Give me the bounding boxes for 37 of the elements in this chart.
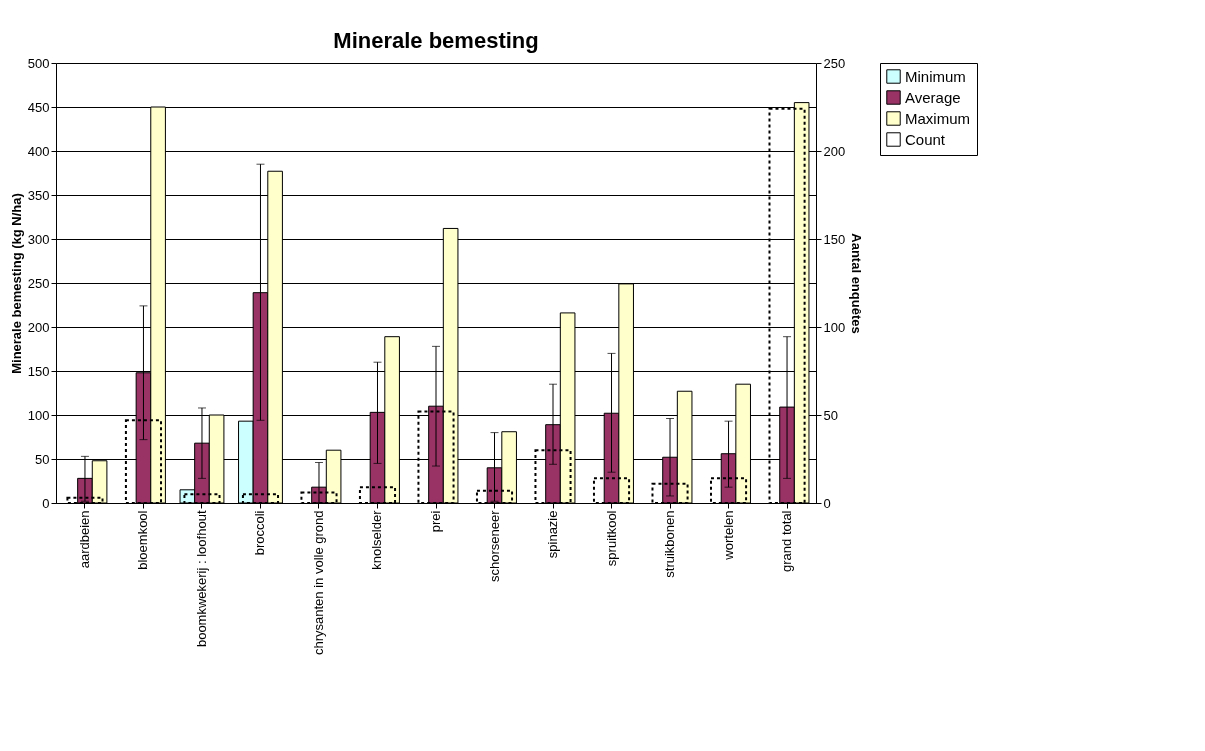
- y2-tick-label: 250: [823, 55, 846, 71]
- x-tick-label: knolselder: [369, 509, 385, 570]
- y2-tick-label: 0: [823, 495, 831, 511]
- legend-label: Minimum: [905, 67, 966, 85]
- x-tick-label: broccoli: [252, 510, 268, 556]
- chart-title: Minerale bemesting: [333, 28, 539, 53]
- y2-tick-label: 200: [823, 143, 846, 159]
- legend-label: Count: [905, 130, 946, 148]
- x-tick-label: chrysanten in volle grond: [310, 510, 326, 656]
- x-tick-label: bloemkool: [135, 510, 151, 570]
- y-tick-label: 0: [42, 495, 50, 511]
- y2-tick-label: 50: [823, 407, 838, 423]
- x-tick-label: aardbeien: [76, 510, 92, 569]
- legend-label: Maximum: [905, 109, 971, 127]
- x-tick-label: grand total: [779, 510, 795, 572]
- y-tick-label: 500: [27, 55, 50, 71]
- y-tick-label: 50: [35, 451, 50, 467]
- y-tick-label: 100: [27, 407, 50, 423]
- x-tick-label: prei: [428, 510, 443, 533]
- y2-axis-title: Aantal enquêtes: [849, 233, 865, 334]
- legend-label: Average: [905, 88, 961, 106]
- y-tick-label: 450: [27, 99, 50, 115]
- y2-tick-label: 150: [823, 231, 846, 247]
- y-tick-label: 350: [27, 187, 50, 203]
- x-tick-label: schorseneer: [486, 509, 502, 583]
- y-tick-label: 300: [27, 231, 50, 247]
- y-tick-label: 150: [27, 363, 50, 379]
- y2-tick-label: 100: [823, 319, 846, 335]
- x-tick-label: struikbonen: [662, 510, 678, 578]
- x-tick-label: wortelen: [720, 510, 736, 561]
- y-axis-title: Minerale bemesting (kg N/ha): [8, 193, 24, 374]
- x-tick-label: boomkwekerij : loofhout: [193, 510, 209, 648]
- y-tick-label: 200: [27, 319, 50, 335]
- x-tick-label: spruitkool: [603, 510, 619, 567]
- x-tick-label: spinazie: [545, 510, 561, 559]
- y-tick-label: 250: [27, 275, 50, 291]
- y-tick-label: 400: [27, 143, 50, 159]
